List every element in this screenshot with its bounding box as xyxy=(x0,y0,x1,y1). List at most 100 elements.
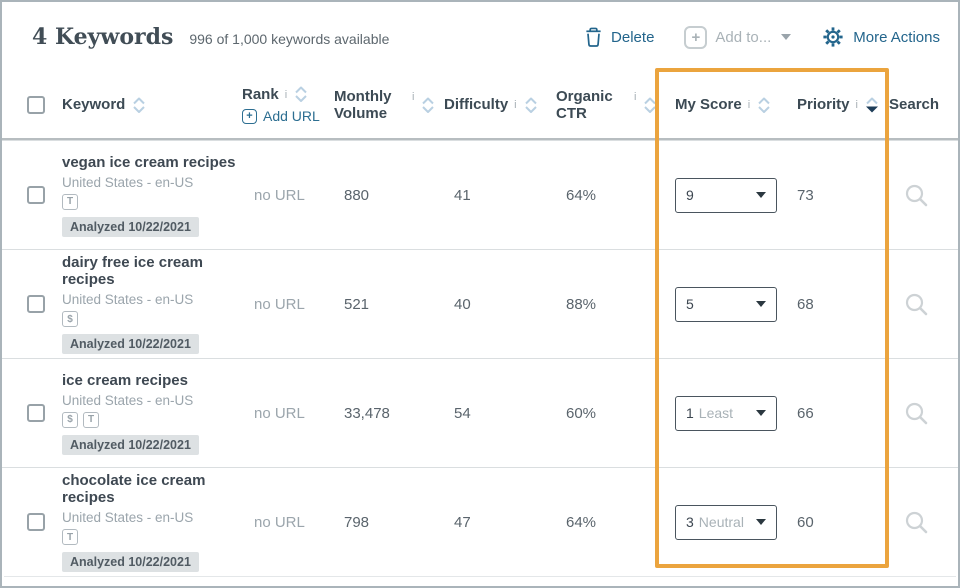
title-group: 4 Keywords 996 of 1,000 keywords availab… xyxy=(32,24,389,50)
info-icon-monthly-volume[interactable]: i xyxy=(412,90,415,103)
keyword-title: ice cream recipes xyxy=(62,371,188,389)
monthly-volume-value: 880 xyxy=(344,186,370,204)
column-header-difficulty: Difficulty xyxy=(444,96,509,114)
monthly-volume-value: 521 xyxy=(344,295,370,313)
search-keyword-button[interactable] xyxy=(889,510,950,535)
table-row: chocolate ice cream recipes United State… xyxy=(2,467,958,576)
my-score-select[interactable]: 5 xyxy=(675,286,777,322)
organic-ctr-value: 64% xyxy=(566,513,597,531)
delete-button[interactable]: Delete xyxy=(584,26,654,48)
info-icon-difficulty[interactable]: i xyxy=(514,99,517,112)
table-row: ice cream recipes United States - en-US … xyxy=(2,358,958,467)
top-bar: 4 Keywords 996 of 1,000 keywords availab… xyxy=(2,2,958,72)
table-header-row: Keyword Rank i + Add URL Monthly Volume … xyxy=(2,72,958,140)
toolbar: Delete + Add to... xyxy=(584,25,940,49)
priority-value: 73 xyxy=(797,186,814,204)
keyword-locale: United States - en-US xyxy=(62,174,194,190)
my-score-value: 3 xyxy=(686,514,694,530)
difficulty-value: 41 xyxy=(454,186,471,204)
keyword-title: vegan ice cream recipes xyxy=(62,153,236,171)
monthly-volume-value: 798 xyxy=(344,513,370,531)
gear-icon xyxy=(821,25,845,49)
my-score-select[interactable]: 1 Least xyxy=(675,395,777,431)
sort-icon-organic-ctr[interactable] xyxy=(643,97,657,114)
my-score-sublabel: Least xyxy=(698,405,734,421)
table-row: vegan ice cream recipes United States - … xyxy=(2,140,958,249)
difficulty-value: 54 xyxy=(454,404,471,422)
sort-icon-rank[interactable] xyxy=(294,86,308,103)
column-header-keyword: Keyword xyxy=(62,96,126,114)
my-score-select[interactable]: 9 xyxy=(675,177,777,213)
keyword-title: chocolate ice cream recipes xyxy=(62,472,206,506)
search-keyword-button[interactable] xyxy=(889,183,950,208)
my-score-select[interactable]: 3 Neutral xyxy=(675,504,777,540)
add-to-label: Add to... xyxy=(715,28,772,46)
priority-value: 66 xyxy=(797,404,814,422)
search-icon xyxy=(905,402,928,424)
organic-ctr-value: 64% xyxy=(566,186,597,204)
table-bottom-divider xyxy=(4,576,956,586)
column-header-search: Search xyxy=(889,96,940,114)
keyword-locale: United States - en-US xyxy=(62,392,194,408)
info-icon-organic-ctr[interactable]: i xyxy=(634,90,637,103)
table-row: dairy free ice cream recipes United Stat… xyxy=(2,249,958,358)
rank-value: no URL xyxy=(254,513,305,531)
column-header-rank: Rank xyxy=(242,85,279,103)
add-url-button[interactable]: + Add URL xyxy=(242,108,334,124)
more-actions-button[interactable]: More Actions xyxy=(821,25,940,49)
row-checkbox[interactable] xyxy=(27,295,45,313)
monthly-volume-value: 33,478 xyxy=(344,404,390,422)
info-icon-my-score[interactable]: i xyxy=(747,99,751,112)
sort-icon-priority-active-desc[interactable] xyxy=(864,97,879,114)
intent-icon: T xyxy=(62,193,78,210)
organic-ctr-value: 60% xyxy=(566,404,597,422)
select-all-checkbox[interactable] xyxy=(27,96,45,114)
priority-value: 68 xyxy=(797,295,814,313)
my-score-value: 5 xyxy=(686,296,694,312)
intent-icon: T xyxy=(62,529,78,545)
caret-down-icon xyxy=(756,410,766,416)
sort-icon-monthly-volume[interactable] xyxy=(421,97,435,114)
add-url-label: Add URL xyxy=(263,108,320,125)
info-icon-priority[interactable]: i xyxy=(855,99,858,112)
add-to-button[interactable]: + Add to... xyxy=(684,25,792,49)
intent-icon: $ xyxy=(62,411,78,428)
caret-down-icon xyxy=(756,192,766,198)
column-header-my-score: My Score xyxy=(675,96,742,114)
row-checkbox[interactable] xyxy=(27,186,45,204)
column-header-priority: Priority xyxy=(797,96,850,114)
more-actions-label: More Actions xyxy=(853,28,940,46)
delete-label: Delete xyxy=(611,28,655,46)
analyzed-badge: Analyzed 10/22/2021 xyxy=(62,216,199,237)
search-keyword-button[interactable] xyxy=(889,401,950,426)
trash-icon xyxy=(584,26,603,48)
plus-square-icon: + xyxy=(684,25,708,49)
sort-icon-my-score[interactable] xyxy=(757,97,771,114)
plus-square-icon: + xyxy=(242,108,257,124)
sort-icon-keyword[interactable] xyxy=(132,97,146,114)
rank-value: no URL xyxy=(254,186,305,204)
analyzed-badge: Analyzed 10/22/2021 xyxy=(62,552,199,572)
info-icon-rank[interactable]: i xyxy=(284,88,288,101)
priority-value: 60 xyxy=(797,513,814,531)
keyword-title: dairy free ice cream recipes xyxy=(62,254,203,288)
search-keyword-button[interactable] xyxy=(889,292,950,317)
my-score-value: 9 xyxy=(686,187,694,203)
intent-icon: $ xyxy=(62,311,78,327)
row-checkbox[interactable] xyxy=(27,513,45,531)
search-icon xyxy=(905,511,928,533)
analyzed-badge: Analyzed 10/22/2021 xyxy=(62,334,199,354)
column-header-monthly-volume: Monthly Volume xyxy=(334,87,392,122)
sort-icon-difficulty[interactable] xyxy=(524,97,538,114)
search-icon xyxy=(905,184,928,206)
my-score-sublabel: Neutral xyxy=(698,514,744,530)
search-icon xyxy=(905,293,928,315)
column-header-organic-ctr: Organic CTR xyxy=(556,87,613,122)
caret-down-icon xyxy=(756,301,766,307)
keyword-locale: United States - en-US xyxy=(62,292,194,307)
keyword-locale: United States - en-US xyxy=(62,510,194,525)
organic-ctr-value: 88% xyxy=(566,295,597,313)
row-checkbox[interactable] xyxy=(27,404,45,422)
rank-value: no URL xyxy=(254,404,305,422)
